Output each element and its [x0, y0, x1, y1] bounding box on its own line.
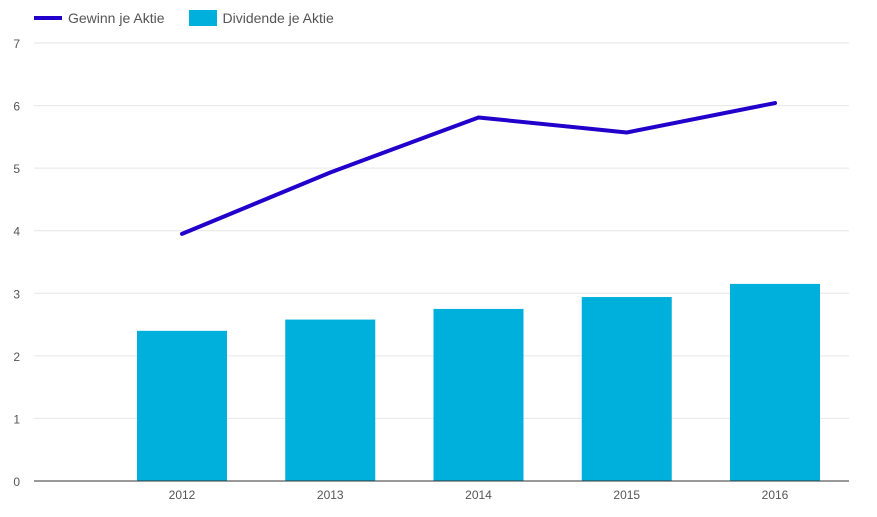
y-tick-label-1: 1: [13, 412, 20, 426]
y-tick-label-0: 0: [13, 475, 20, 489]
bar-2015: [581, 297, 672, 481]
legend-item-dividende[interactable]: Dividende je Aktie: [188, 10, 334, 26]
x-tick-label-2016: 2016: [762, 488, 789, 502]
y-tick-label-3: 3: [13, 287, 20, 301]
line-gewinn-je-aktie: [180, 101, 777, 236]
x-tick-label-2012: 2012: [169, 488, 196, 502]
x-tick-label-2015: 2015: [613, 488, 640, 502]
legend-swatch-dividende: [188, 10, 217, 26]
bar-2014: [433, 308, 524, 481]
bar-2016: [730, 283, 820, 481]
bar-2013: [285, 319, 376, 481]
legend: Gewinn je Aktie Dividende je Aktie: [34, 10, 358, 26]
y-tick-label-7: 7: [13, 37, 20, 51]
x-tick-label-2013: 2013: [317, 488, 344, 502]
legend-label-gewinn: Gewinn je Aktie: [68, 10, 165, 26]
y-tick-label-2: 2: [13, 350, 20, 364]
y-tick-label-5: 5: [13, 162, 20, 176]
legend-item-gewinn[interactable]: Gewinn je Aktie: [34, 10, 165, 26]
y-tick-label-6: 6: [13, 100, 20, 114]
legend-swatch-gewinn: [34, 16, 62, 20]
y-tick-label-4: 4: [13, 225, 20, 239]
bar-2012: [137, 330, 227, 481]
x-tick-label-2014: 2014: [465, 488, 492, 502]
legend-label-dividende: Dividende je Aktie: [222, 10, 334, 26]
